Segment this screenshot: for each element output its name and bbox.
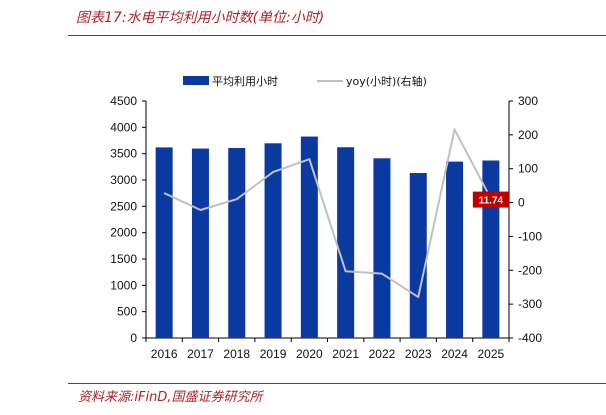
- x-tick-label: 2016: [151, 347, 178, 361]
- y-right-tick-label: 300: [518, 94, 538, 108]
- x-tick-label: 2024: [441, 347, 468, 361]
- bar: [409, 172, 427, 338]
- bar: [300, 136, 318, 338]
- y-right-tick-label: -300: [518, 297, 542, 311]
- legend-label-line: yoy(小时)(右轴): [346, 74, 427, 88]
- bar: [228, 148, 246, 338]
- source-note: 资料来源:iFinD,国盛证券研究所: [78, 390, 263, 405]
- bar-series: [155, 136, 500, 338]
- bar: [446, 161, 464, 338]
- legend-swatch-bar: [183, 76, 209, 85]
- source-divider: [68, 383, 606, 384]
- yoy-line-series: [163, 128, 492, 299]
- x-tick-label: 2022: [369, 347, 396, 361]
- y-right-tick-label: 200: [518, 128, 538, 142]
- callout-label: 11.74: [479, 196, 504, 207]
- y-left-tick-label: 1000: [110, 278, 137, 292]
- y-left-tick-label: 2500: [110, 199, 137, 213]
- legend-label-bar: 平均利用小时: [212, 75, 278, 88]
- callout-box: [472, 191, 509, 208]
- y-left-tick-label: 500: [117, 305, 137, 319]
- y-left-tick-label: 0: [130, 331, 137, 345]
- value-callout: 11.74: [472, 191, 509, 208]
- chart-legend: 平均利用小时 yoy(小时)(右轴): [183, 74, 427, 88]
- bar: [191, 148, 209, 338]
- x-tick-label: 2025: [477, 347, 504, 361]
- y-left-tick-label: 4500: [110, 94, 137, 108]
- y-right-tick-label: 0: [518, 196, 525, 210]
- x-tick-label: 2019: [260, 347, 287, 361]
- x-tick-label: 2023: [405, 347, 432, 361]
- figure-title: 图表17:水电平均利用小时数(单位:小时): [76, 10, 325, 26]
- y-left-tick-label: 1500: [110, 252, 137, 266]
- y-left-tick-label: 2000: [110, 226, 137, 240]
- bar: [373, 158, 391, 338]
- y-right-tick-label: -400: [518, 331, 542, 345]
- x-tick-label: 2018: [223, 347, 250, 361]
- x-tick-label: 2021: [332, 347, 359, 361]
- bar: [337, 147, 355, 338]
- y-left-tick-label: 4000: [110, 120, 137, 134]
- y-left-tick-label: 3500: [110, 147, 137, 161]
- y-right-tick-label: -200: [518, 263, 542, 277]
- x-tick-label: 2020: [296, 347, 323, 361]
- bar: [264, 143, 282, 338]
- y-right-tick-label: 100: [518, 162, 538, 176]
- title-divider: [68, 35, 606, 36]
- bar: [155, 147, 173, 338]
- y-left-tick-label: 3000: [110, 173, 137, 187]
- yoy-line: [163, 128, 492, 299]
- y-right-tick-label: -100: [518, 229, 542, 243]
- x-tick-label: 2017: [187, 347, 214, 361]
